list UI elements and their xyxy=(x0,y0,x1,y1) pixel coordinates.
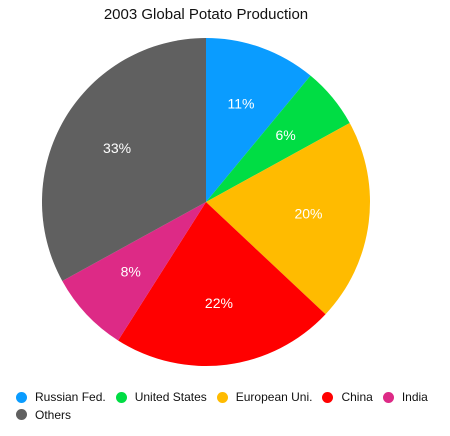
chart-title: 2003 Global Potato Production xyxy=(103,6,309,23)
legend-label: Russian Fed. xyxy=(35,390,106,404)
pie-slice-russian-fed xyxy=(206,38,311,202)
pie-slice-united-states xyxy=(206,75,350,202)
legend-swatch xyxy=(382,391,394,403)
legend-item: United States xyxy=(115,389,207,405)
pie-slice-china xyxy=(118,202,326,366)
pie-slice-others xyxy=(42,38,206,282)
slice-data-label: 22% xyxy=(205,295,233,311)
legend-item: India xyxy=(382,389,428,405)
legend-swatch xyxy=(16,391,27,403)
legend-swatch xyxy=(16,409,27,420)
legend-item: China xyxy=(322,389,373,405)
legend-label: India xyxy=(401,390,428,404)
legend-label: United States xyxy=(134,390,207,404)
legend-label: European Uni. xyxy=(235,390,313,404)
slice-data-label: 8% xyxy=(121,263,141,279)
legend-item: Others xyxy=(16,407,71,423)
pie-slice-india xyxy=(62,202,206,341)
pie-slice-european-uni xyxy=(206,122,370,315)
slice-data-label: 20% xyxy=(294,206,322,222)
legend-label: Others xyxy=(35,407,72,422)
pie-chart: 11% 6% 20% 22% 8% 33% xyxy=(42,38,370,366)
legend-label: China xyxy=(341,390,373,404)
legend-swatch xyxy=(115,391,127,403)
slice-data-label: 11% xyxy=(228,95,255,111)
legend-swatch xyxy=(322,391,334,403)
legend-item: Russian Fed. xyxy=(16,389,106,405)
legend: Russian Fed. United States European Uni. Ch… xyxy=(16,389,446,424)
legend-item: European Uni. xyxy=(216,389,313,405)
slice-data-label: 6% xyxy=(275,127,295,143)
slice-data-label: 33% xyxy=(103,140,131,156)
legend-swatch xyxy=(216,391,228,403)
